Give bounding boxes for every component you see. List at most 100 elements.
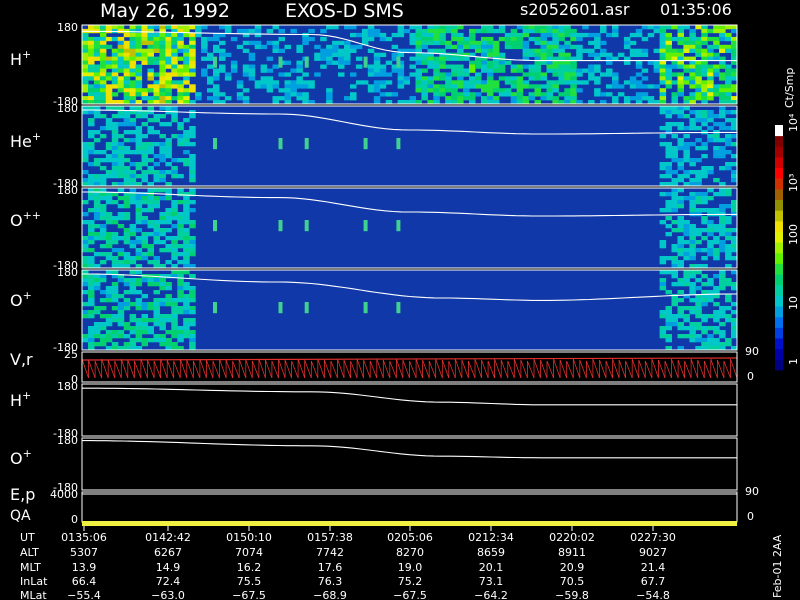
spectrogram-cell: [141, 326, 148, 331]
spectrogram-cell: [165, 40, 172, 46]
spectrogram-cell: [713, 248, 720, 253]
spectrogram-cell: [123, 72, 131, 77]
spectrogram-cell: [731, 244, 738, 249]
spectrogram-cell: [165, 96, 172, 101]
spectrogram-cell: [683, 48, 690, 53]
spectrogram-cell: [409, 72, 416, 77]
spectrogram-cell: [534, 72, 541, 77]
spectrogram-cell: [683, 154, 690, 159]
spectrogram-cell: [177, 92, 184, 97]
spectrogram-cell: [719, 306, 726, 311]
spectrogram-cell: [135, 330, 143, 335]
spectrogram-cell: [171, 318, 178, 323]
spectrogram-cell: [129, 130, 137, 135]
spectrogram-cell: [689, 68, 696, 73]
spectrogram-cell: [373, 32, 381, 38]
spectrogram-cell: [254, 84, 262, 89]
spectrogram-cell: [731, 100, 738, 105]
spectrogram-cell: [266, 76, 274, 81]
spectrogram-cell: [153, 302, 160, 307]
spectrogram-cell: [695, 114, 702, 119]
spectrogram-cell: [510, 28, 518, 34]
spectrogram-cell: [159, 220, 166, 225]
spectrogram-cell: [415, 80, 422, 85]
spectrogram-cell: [647, 100, 655, 105]
spectrogram-cell: [105, 330, 113, 335]
spectrogram-cell: [350, 44, 357, 50]
spectrogram-cell: [445, 76, 452, 81]
spectrogram-cell: [570, 56, 577, 61]
spectrogram-cell: [629, 76, 637, 81]
spectrogram-cell: [129, 170, 137, 175]
spectrogram-cell: [159, 282, 166, 287]
spectrogram-cell: [93, 106, 101, 111]
spectrogram-cell: [689, 298, 696, 303]
spectrogram-cell: [659, 270, 667, 275]
spectrogram-cell: [665, 32, 672, 38]
spectrogram-cell: [546, 92, 553, 97]
spectrogram-cell: [88, 48, 95, 53]
spectrogram-cell: [558, 25, 565, 30]
spectrogram-cell: [165, 142, 172, 147]
spectrogram-cell: [135, 302, 143, 307]
spectrogram-cell: [177, 236, 184, 241]
spectrogram-cell: [123, 158, 131, 163]
spectrogram-cell: [397, 76, 405, 81]
spectrogram-cell: [606, 68, 613, 73]
spectrogram-cell: [671, 25, 678, 30]
spectrogram-cell: [129, 338, 137, 343]
spectrogram-cell: [147, 192, 154, 197]
spectrogram-cell: [278, 36, 285, 42]
spectrogram-cell: [677, 48, 684, 53]
spectrogram-cell: [266, 88, 274, 93]
spectrogram-cell: [236, 80, 244, 85]
spectrogram-cell: [677, 334, 684, 339]
spectrogram-cell: [564, 25, 571, 30]
spectrogram-cell: [230, 68, 238, 73]
colorbar-tick: 100: [787, 224, 800, 245]
spectrogram-cell: [332, 40, 339, 46]
spectrogram-cell: [355, 64, 363, 69]
spectrogram-cell: [707, 314, 714, 319]
spectrogram-cell: [123, 52, 131, 57]
spectrogram-cell: [159, 278, 166, 283]
spectrogram-cell: [183, 318, 190, 323]
spectrogram-cell: [129, 256, 137, 261]
spectrogram-cell: [99, 158, 107, 163]
spectrogram-cell: [701, 174, 708, 179]
spectrogram-cell: [695, 208, 702, 213]
spectrogram-cell: [659, 182, 667, 187]
spectrogram-cell: [713, 138, 720, 143]
spectrogram-cell: [486, 80, 494, 85]
spectrogram-cell: [731, 40, 738, 46]
spectrogram-cell: [278, 28, 285, 34]
spectrogram-cell: [284, 44, 291, 50]
spectrogram-cell: [123, 56, 131, 61]
spectrogram-cell: [677, 306, 684, 311]
spectrogram-cell: [492, 96, 500, 101]
flux-burst: [213, 302, 217, 314]
spectrogram-cell: [183, 298, 190, 303]
spectrogram-cell: [701, 56, 708, 61]
spectrogram-cell: [528, 72, 536, 77]
spectrogram-cell: [129, 138, 137, 143]
spectrogram-cell: [701, 248, 708, 253]
spectrogram-cell: [677, 142, 684, 147]
spectrogram-cell: [504, 88, 512, 93]
spectrogram-cell: [147, 260, 154, 265]
spectrogram-cell: [361, 36, 369, 42]
spectrogram-cell: [105, 106, 113, 111]
panel-label: O+: [10, 447, 32, 468]
spectrogram-cell: [492, 64, 500, 69]
spectrogram-cell: [713, 44, 720, 50]
colorbar-swatch: [775, 274, 783, 286]
spectrogram-cell: [177, 126, 184, 131]
spectrogram-cell: [731, 76, 738, 81]
spectrogram-cell: [671, 204, 678, 209]
spectrogram-cell: [457, 92, 464, 97]
spectrogram-cell: [659, 76, 667, 81]
spectrogram-cell: [486, 40, 494, 46]
spectrogram-cell: [189, 298, 196, 303]
spectrogram-cell: [88, 208, 95, 213]
spectrogram-cell: [111, 256, 119, 261]
